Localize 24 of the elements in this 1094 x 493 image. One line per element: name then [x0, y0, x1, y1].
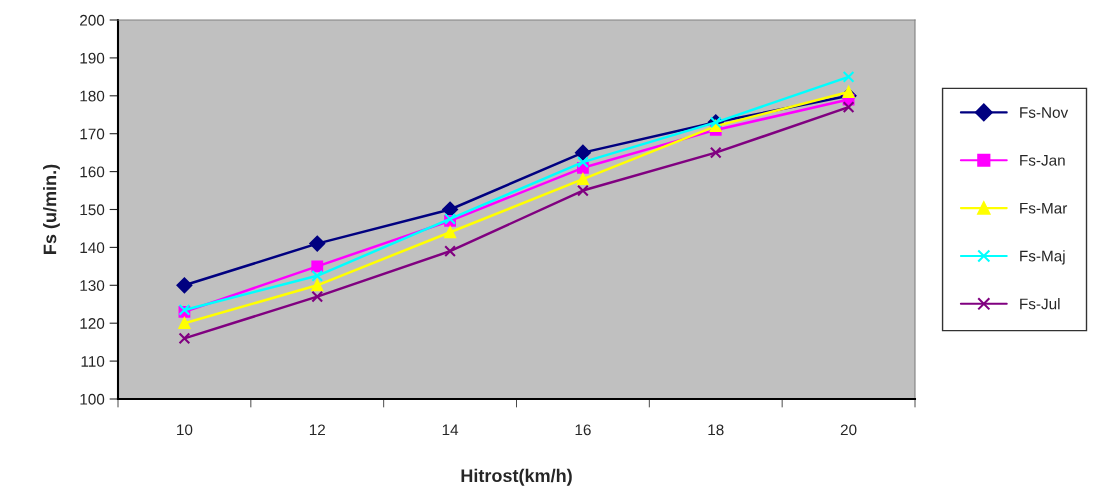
x-tick-label: 10	[177, 424, 193, 436]
legend-label: Fs-Mar	[1020, 202, 1068, 214]
legend-label: Fs-Nov	[1020, 107, 1069, 118]
y-tick-label: 150	[80, 204, 105, 216]
y-axis-title: Fs (u/min.)	[43, 164, 60, 254]
legend-label: Fs-Maj	[1020, 250, 1065, 265]
legend-label: Fs-Jul	[1020, 298, 1060, 310]
x-tick-label: 12	[309, 424, 325, 436]
x-tick-label: 20	[840, 424, 857, 436]
x-tick-label: 18	[708, 424, 724, 436]
x-tick-label: 16	[575, 424, 591, 436]
y-tick-label: 170	[80, 128, 105, 140]
y-tick-label: 160	[80, 166, 105, 178]
x-tick-label: 14	[442, 424, 459, 436]
legend-label: Fs-Jan	[1020, 155, 1065, 166]
y-tick-label: 140	[80, 242, 105, 254]
y-tick-label: 200	[80, 14, 105, 26]
y-tick-label: 190	[80, 52, 105, 64]
y-tick-label: 180	[80, 90, 105, 102]
y-tick-label: 110	[81, 355, 105, 367]
y-tick-label: 130	[80, 280, 105, 291]
y-tick-label: 100	[80, 393, 105, 405]
x-axis-title: Hitrost(km/h)	[461, 468, 572, 486]
y-tick-label: 120	[80, 318, 105, 329]
